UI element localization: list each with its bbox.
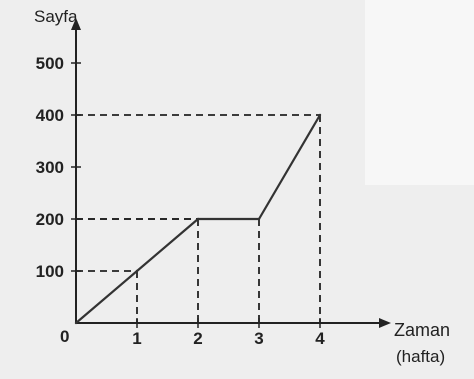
guide-lines [76,114,321,323]
x-tick-label: 4 [315,329,325,348]
data-point [318,113,322,117]
data-point [196,217,200,221]
x-axis-unit: (hafta) [396,347,445,366]
y-tick-label: 300 [36,158,64,177]
data-point [257,217,261,221]
y-tick-label: 400 [36,106,64,125]
axis-ticks: 100 200 300 400 500 1 2 3 4 [36,54,326,348]
x-tick-label: 2 [193,329,202,348]
x-tick-label: 3 [254,329,263,348]
axes [71,18,391,328]
y-axis-arrow [71,18,81,30]
x-axis-arrow [379,318,391,328]
y-tick-label: 100 [36,262,64,281]
inset-panel [365,0,474,185]
origin-label: 0 [60,327,69,346]
x-axis-label: Zaman [394,320,450,340]
x-tick-label: 1 [132,329,141,348]
y-tick-label: 500 [36,54,64,73]
data-point [74,321,78,325]
y-axis-label: Sayfa [34,7,78,26]
y-tick-label: 200 [36,210,64,229]
data-point [135,269,139,273]
series [74,113,322,325]
